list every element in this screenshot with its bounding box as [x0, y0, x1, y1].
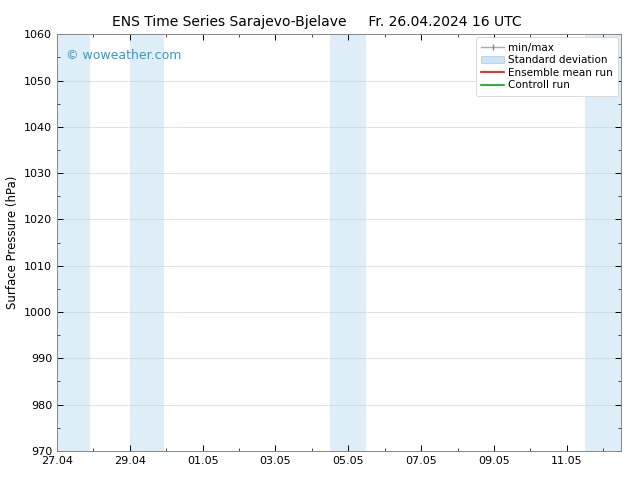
Y-axis label: Surface Pressure (hPa): Surface Pressure (hPa) [6, 176, 18, 309]
Bar [130, 34, 164, 451]
Bar [585, 34, 621, 451]
Bar [330, 34, 366, 451]
Text: ENS Time Series Sarajevo-Bjelave     Fr. 26.04.2024 16 UTC: ENS Time Series Sarajevo-Bjelave Fr. 26.… [112, 15, 522, 29]
Text: © woweather.com: © woweather.com [65, 49, 181, 62]
Bar [57, 34, 90, 451]
Legend: min/max, Standard deviation, Ensemble mean run, Controll run: min/max, Standard deviation, Ensemble me… [476, 37, 618, 96]
